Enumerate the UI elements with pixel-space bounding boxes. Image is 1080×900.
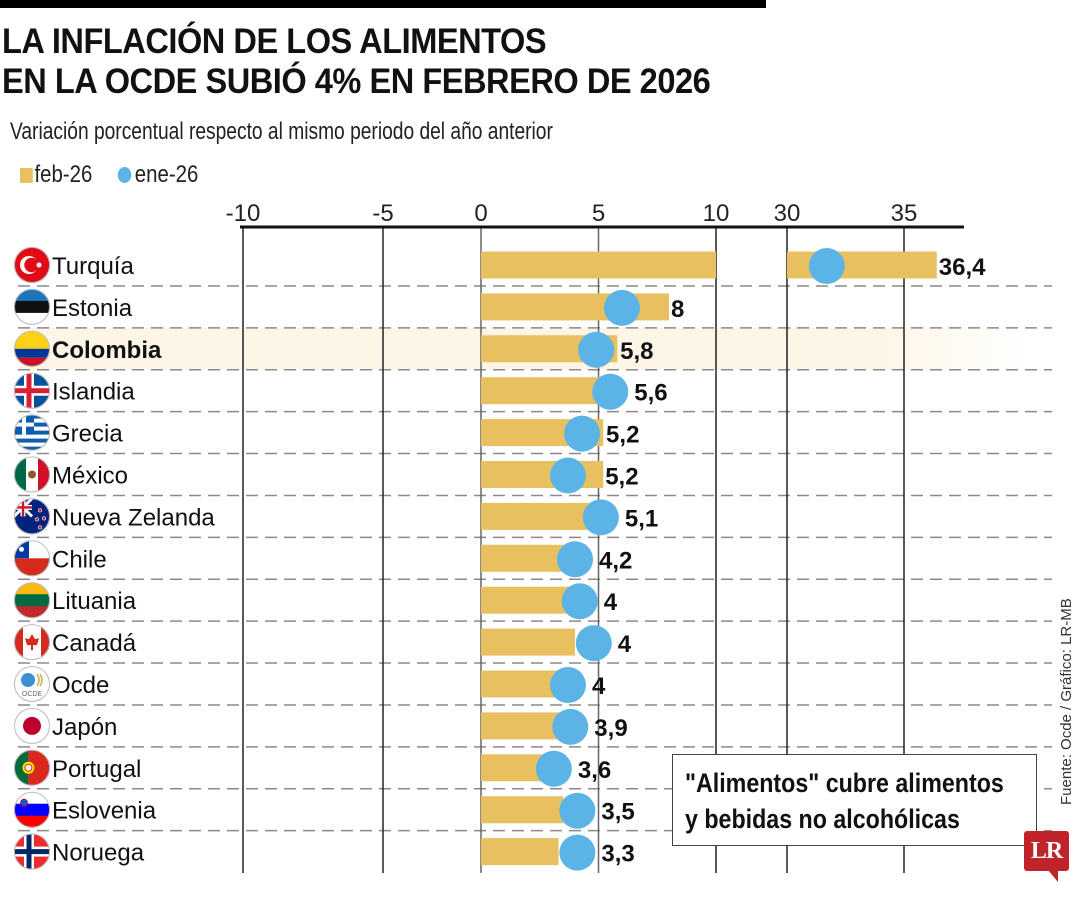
estonia-flag-icon	[14, 288, 50, 325]
country-label: México	[52, 463, 128, 490]
dot-ene-26	[564, 415, 601, 452]
svg-text:OCDE: OCDE	[22, 691, 43, 698]
country-label: Colombia	[52, 337, 162, 364]
lr-logo: LR	[1024, 831, 1069, 882]
colombia-flag-icon	[14, 330, 50, 367]
value-label: 3,5	[601, 799, 634, 826]
dot-ene-26	[592, 373, 629, 410]
iceland-flag-icon	[14, 372, 50, 409]
chile-flag-icon	[14, 540, 50, 577]
value-label: 36,4	[939, 254, 986, 281]
legend-dot-swatch	[117, 167, 132, 183]
slovenia-flag-icon	[14, 791, 50, 828]
x-tick-label: 35	[891, 200, 918, 227]
bar-feb-26	[481, 838, 559, 866]
bar-feb-26	[481, 293, 669, 321]
new-zealand-flag-icon	[14, 498, 50, 535]
norway-flag-icon	[14, 833, 50, 870]
top-rule	[0, 0, 766, 8]
chart-title: LA INFLACIÓN DE LOS ALIMENTOS EN LA OCDE…	[2, 22, 711, 102]
dot-ene-26	[549, 457, 586, 494]
value-label: 4,2	[599, 547, 632, 574]
x-tick-label: 30	[774, 200, 801, 227]
title-line-1: LA INFLACIÓN DE LOS ALIMENTOS	[2, 22, 547, 61]
bar-feb-26	[481, 377, 613, 405]
value-label: 5,2	[606, 422, 639, 449]
dot-ene-26	[561, 583, 598, 620]
country-label: Canadá	[52, 630, 137, 657]
x-tick-label: 5	[592, 200, 605, 227]
country-label: Japón	[52, 714, 117, 741]
legend: feb-26 ene-26	[20, 161, 198, 189]
country-label: Lituania	[52, 588, 137, 615]
note-box: "Alimentos" cubre alimentos y bebidas no…	[672, 754, 1037, 846]
country-label: Ocde	[52, 672, 109, 699]
japan-flag-icon	[14, 707, 50, 744]
source-credit: Fuente: Ocde / Gráfico: LR-MB	[1058, 598, 1075, 805]
country-label: Turquía	[52, 253, 134, 280]
dot-ene-26	[549, 667, 586, 703]
dot-ene-26	[552, 708, 589, 745]
dot-ene-26	[535, 750, 572, 787]
value-label: 5,1	[625, 505, 658, 532]
note-line-1: "Alimentos" cubre alimentos	[685, 768, 1004, 798]
bar-feb-26	[481, 586, 575, 614]
country-label: Islandia	[52, 379, 135, 406]
value-label: 3,3	[601, 841, 634, 868]
value-label: 3,6	[578, 757, 611, 784]
mexico-flag-icon	[14, 456, 50, 493]
country-label: Eslovenia	[52, 798, 157, 825]
country-label: Grecia	[52, 421, 123, 448]
country-label: Estonia	[52, 295, 133, 322]
x-tick-label: 0	[474, 200, 487, 227]
bar-feb-26	[481, 628, 575, 656]
value-label: 4	[604, 589, 618, 616]
value-label: 5,6	[634, 380, 667, 407]
lithuania-flag-icon	[14, 582, 50, 619]
country-label: Noruega	[52, 840, 145, 867]
x-tick-label: 10	[703, 200, 730, 227]
country-label: Portugal	[52, 756, 141, 783]
x-tick-label: -10	[226, 200, 261, 227]
bar-feb-26	[481, 502, 601, 530]
value-label: 3,9	[594, 715, 627, 742]
value-label: 4	[618, 631, 632, 658]
title-line-2: EN LA OCDE SUBIÓ 4% EN FEBRERO DE 2026	[2, 62, 711, 101]
dot-ene-26	[557, 541, 593, 578]
dot-ene-26	[578, 331, 615, 368]
country-label: Chile	[52, 546, 107, 573]
value-label: 8	[671, 296, 684, 323]
value-label: 5,2	[605, 464, 638, 491]
dot-ene-26	[559, 834, 596, 871]
portugal-flag-icon	[14, 749, 50, 786]
value-label: 5,8	[620, 338, 653, 365]
x-tick-label: -5	[372, 200, 393, 227]
note-line-2: y bebidas no alcohólicas	[685, 804, 960, 834]
bar-feb-26	[481, 251, 716, 279]
dot-ene-26	[604, 289, 640, 326]
oecd-logo-icon: OCDE	[14, 666, 50, 702]
bar-feb-26	[481, 796, 564, 824]
legend-bar-label: feb-26	[34, 161, 93, 188]
dot-ene-26	[559, 792, 596, 829]
legend-bar-swatch	[20, 167, 33, 183]
country-label: Nueva Zelanda	[52, 504, 215, 531]
turkey-flag-icon	[14, 247, 50, 283]
value-label: 4	[592, 673, 606, 700]
chart-subtitle: Variación porcentual respecto al mismo p…	[10, 118, 553, 145]
dot-ene-26	[808, 248, 845, 284]
legend-dot-label: ene-26	[134, 161, 199, 188]
canada-flag-icon	[14, 624, 50, 661]
greece-flag-icon	[14, 414, 50, 451]
dot-ene-26	[582, 499, 619, 536]
dot-ene-26	[575, 625, 612, 662]
